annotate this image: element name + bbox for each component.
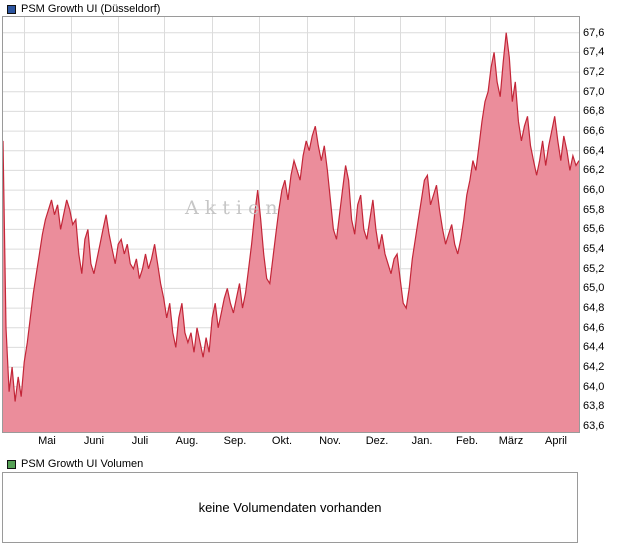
y-axis-label: 67,6 bbox=[583, 26, 605, 39]
x-axis-label: Sep. bbox=[223, 435, 247, 447]
y-axis-label: 67,0 bbox=[583, 85, 605, 98]
x-axis: Mai Juni Juli Aug. Sep. Okt. Nov. Dez. Jan. Feb. M… bbox=[2, 435, 578, 448]
volume-series-label: PSM Growth UI Volumen bbox=[21, 458, 144, 470]
y-axis-label: 65,8 bbox=[583, 203, 605, 216]
price-chart-plot: Aktien bbox=[2, 16, 580, 433]
x-axis-label: Juni bbox=[83, 435, 105, 447]
y-axis-label: 65,4 bbox=[583, 243, 605, 256]
price-legend: PSM Growth UI (Düsseldorf) bbox=[7, 3, 160, 15]
x-axis-label: Okt. bbox=[271, 435, 293, 447]
y-axis-label: 64,0 bbox=[583, 380, 605, 393]
y-axis-label: 64,2 bbox=[583, 361, 605, 374]
price-chart-canvas bbox=[3, 17, 579, 432]
price-series-label: PSM Growth UI (Düsseldorf) bbox=[21, 3, 161, 15]
y-axis-label: 67,4 bbox=[583, 46, 605, 59]
x-axis-label: Nov. bbox=[319, 435, 341, 447]
x-axis-label: Juli bbox=[131, 435, 149, 447]
y-axis-label: 66,8 bbox=[583, 105, 605, 118]
price-line bbox=[3, 32, 579, 402]
y-axis-label: 63,6 bbox=[583, 420, 605, 433]
volume-box: keine Volumendaten vorhanden bbox=[2, 472, 578, 543]
x-axis-label: Aug. bbox=[175, 435, 199, 447]
y-axis: 67,6 67,4 67,2 67,0 66,8 66,6 66,4 66,2 66,0 65,8… bbox=[583, 17, 619, 432]
y-axis-label: 66,2 bbox=[583, 164, 605, 177]
y-axis-label: 63,8 bbox=[583, 400, 605, 413]
price-series-swatch-icon bbox=[7, 4, 16, 14]
y-axis-label: 65,0 bbox=[583, 282, 605, 295]
x-axis-label: März bbox=[498, 435, 524, 447]
y-axis-label: 66,4 bbox=[583, 144, 605, 157]
price-area bbox=[3, 32, 579, 432]
no-volume-message: keine Volumendaten vorhanden bbox=[198, 500, 382, 515]
y-axis-label: 66,0 bbox=[583, 184, 605, 197]
y-axis-label: 64,8 bbox=[583, 302, 605, 315]
x-axis-label: April bbox=[544, 435, 568, 447]
volume-series-swatch-icon bbox=[7, 459, 16, 469]
y-axis-label: 64,4 bbox=[583, 341, 605, 354]
volume-legend: PSM Growth UI Volumen bbox=[7, 458, 143, 470]
x-axis-label: Dez. bbox=[365, 435, 389, 447]
y-axis-label: 67,2 bbox=[583, 66, 605, 79]
x-axis-label: Mai bbox=[38, 435, 56, 447]
x-axis-label: Feb. bbox=[455, 435, 479, 447]
x-axis-label: Jan. bbox=[411, 435, 433, 447]
y-axis-label: 65,2 bbox=[583, 262, 605, 275]
y-axis-label: 65,6 bbox=[583, 223, 605, 236]
y-axis-label: 66,6 bbox=[583, 125, 605, 138]
y-axis-label: 64,6 bbox=[583, 321, 605, 334]
